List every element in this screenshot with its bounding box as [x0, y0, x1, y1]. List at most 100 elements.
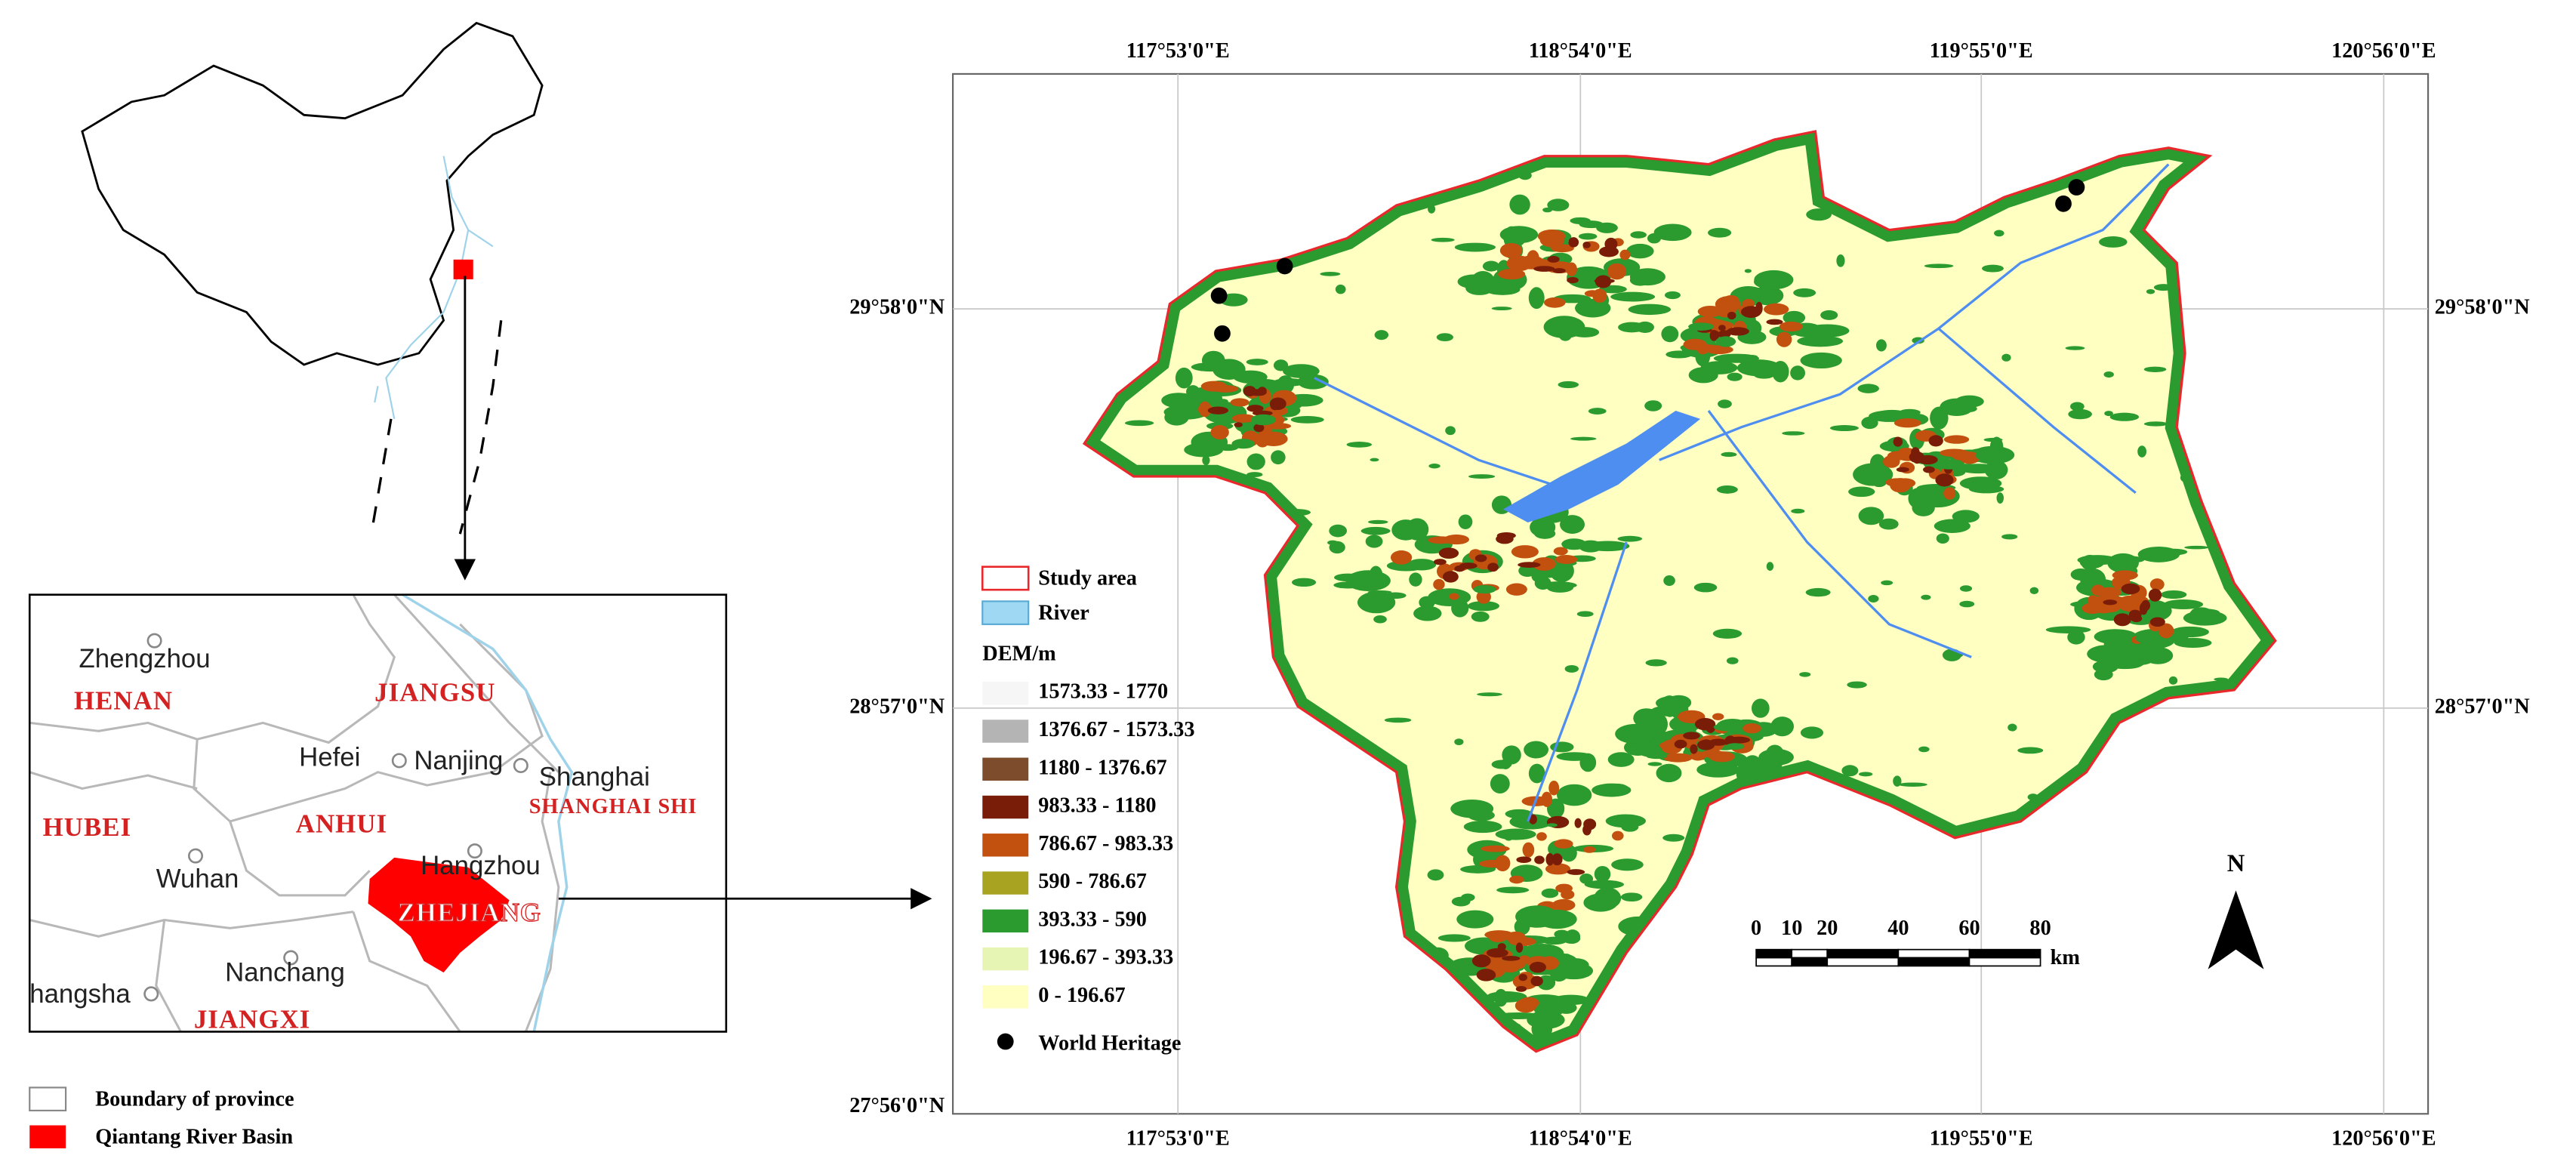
terrain-patch [1664, 291, 1681, 300]
terrain-patch [1438, 547, 1459, 559]
terrain-patch [1164, 408, 1189, 426]
scale-label: 10 [1781, 917, 1802, 940]
terrain-patch [1983, 437, 2003, 442]
terrain-patch [1246, 453, 1265, 470]
terrain-patch [1841, 765, 1859, 777]
terrain-patch [1771, 361, 1789, 383]
terrain-patch [1253, 424, 1265, 433]
legend-label: World Heritage [1038, 1031, 1181, 1055]
terrain-patch [1473, 584, 1496, 594]
terrain-patch [1246, 405, 1264, 412]
terrain-patch [1943, 435, 1970, 444]
terrain-patch [2017, 747, 2044, 754]
terrain-patch [1727, 311, 1736, 320]
terrain-patch [1859, 772, 1873, 777]
legend-label: River [1038, 601, 1089, 624]
terrain-patch [1982, 264, 2004, 273]
terrain-patch [1554, 839, 1573, 849]
terrain-patch [1921, 594, 1931, 600]
scale-label: 40 [1887, 917, 1909, 940]
scale-unit: km [2051, 946, 2081, 969]
terrain-patch [1555, 555, 1578, 564]
terrain-patch [1726, 657, 1739, 664]
terrain-patch [1656, 696, 1687, 710]
terrain-patch [1546, 823, 1558, 827]
province-label: ZHEJIANG [398, 898, 541, 927]
longitude-label: 117°53'0"E [1126, 1127, 1230, 1151]
terrain-patch [1820, 310, 1838, 320]
terrain-patch [1486, 948, 1508, 958]
terrain-patch [1515, 942, 1524, 953]
terrain-patch [1505, 583, 1527, 596]
terrain-patch [1570, 436, 1597, 441]
terrain-patch [1911, 447, 1920, 458]
terrain-patch [1327, 540, 1339, 545]
scale-label: 60 [1958, 917, 1980, 940]
province-label: JIANGSU [374, 677, 495, 707]
coast [402, 594, 574, 1032]
terrain-patch [1486, 991, 1527, 1003]
legend-label: 1180 - 1376.67 [1038, 756, 1166, 779]
scale-segment [1791, 948, 1829, 959]
terrain-patch [1615, 723, 1656, 744]
terrain-patch [1320, 272, 1341, 276]
terrain-patch [1545, 863, 1571, 875]
terrain-patch [1996, 492, 2004, 504]
legend-label: 590 - 786.67 [1038, 870, 1147, 893]
terrain-patch [1471, 611, 1490, 622]
terrain-patch [1579, 272, 1596, 279]
city-label: Wuhan [156, 864, 239, 893]
terrain-patch [1252, 410, 1273, 416]
scale-label: 20 [1816, 917, 1838, 940]
terrain-patch [1727, 327, 1749, 336]
terrain-patch [1611, 858, 1644, 871]
terrain-patch [2103, 633, 2119, 656]
terrain-patch [1592, 783, 1632, 797]
terrain-patch [1620, 892, 1643, 902]
latitude-label: 28°57'0"N [2435, 695, 2531, 718]
terrain-patch [1930, 406, 1949, 430]
terrain-patch [1599, 246, 1619, 257]
terrain-patch [1547, 199, 1570, 211]
terrain-patch [1793, 288, 1816, 297]
terrain-patch [2068, 408, 2092, 420]
terrain-patch [1270, 401, 1280, 411]
terrain-patch [1367, 519, 1388, 525]
terrain-patch [1487, 562, 1499, 572]
scale-label: 80 [2029, 917, 2051, 940]
terrain-patch [1617, 535, 1643, 542]
terrain-patch [1518, 562, 1541, 568]
terrain-patch [1458, 514, 1473, 529]
longitude-label: 117°53'0"E [1126, 39, 1230, 63]
terrain-patch [1555, 1001, 1577, 1014]
terrain-patch [2184, 545, 2209, 550]
terrain-patch [2109, 412, 2140, 421]
terrain-patch [1743, 354, 1758, 359]
scale-segment [1791, 957, 1829, 967]
legend-swatch [982, 834, 1029, 857]
terrain-patch [1574, 818, 1582, 828]
legend-heritage [997, 1033, 1014, 1050]
terrain-patch [1646, 753, 1668, 760]
terrain-patch [1495, 828, 1536, 840]
terrain-patch [1444, 535, 1469, 545]
rivers [1314, 163, 2170, 822]
terrain-patch [2067, 630, 2085, 645]
terrain-patch [1696, 762, 1739, 778]
legend-label: 393.33 - 590 [1038, 908, 1147, 931]
legend-swatch [982, 682, 1029, 705]
terrain-patch [1805, 587, 1831, 597]
terrain-patch [1374, 330, 1389, 341]
terrain-patch [1740, 306, 1761, 318]
terrain-patch [1918, 455, 1938, 465]
terrain-patch [1704, 345, 1733, 355]
legend-label: 0 - 196.67 [1038, 984, 1125, 1007]
terrain-patch [1433, 559, 1447, 565]
terrain-patch [1496, 534, 1514, 544]
terrain-patch [1186, 385, 1200, 399]
labels: 117°53'0"E 117°53'0"E 118°54'0"E 118°54'0"E… [29, 39, 2531, 1151]
terrain-patch [1893, 436, 1903, 447]
terrain-patch [1579, 874, 1594, 884]
terrain-patch [1718, 399, 1732, 408]
